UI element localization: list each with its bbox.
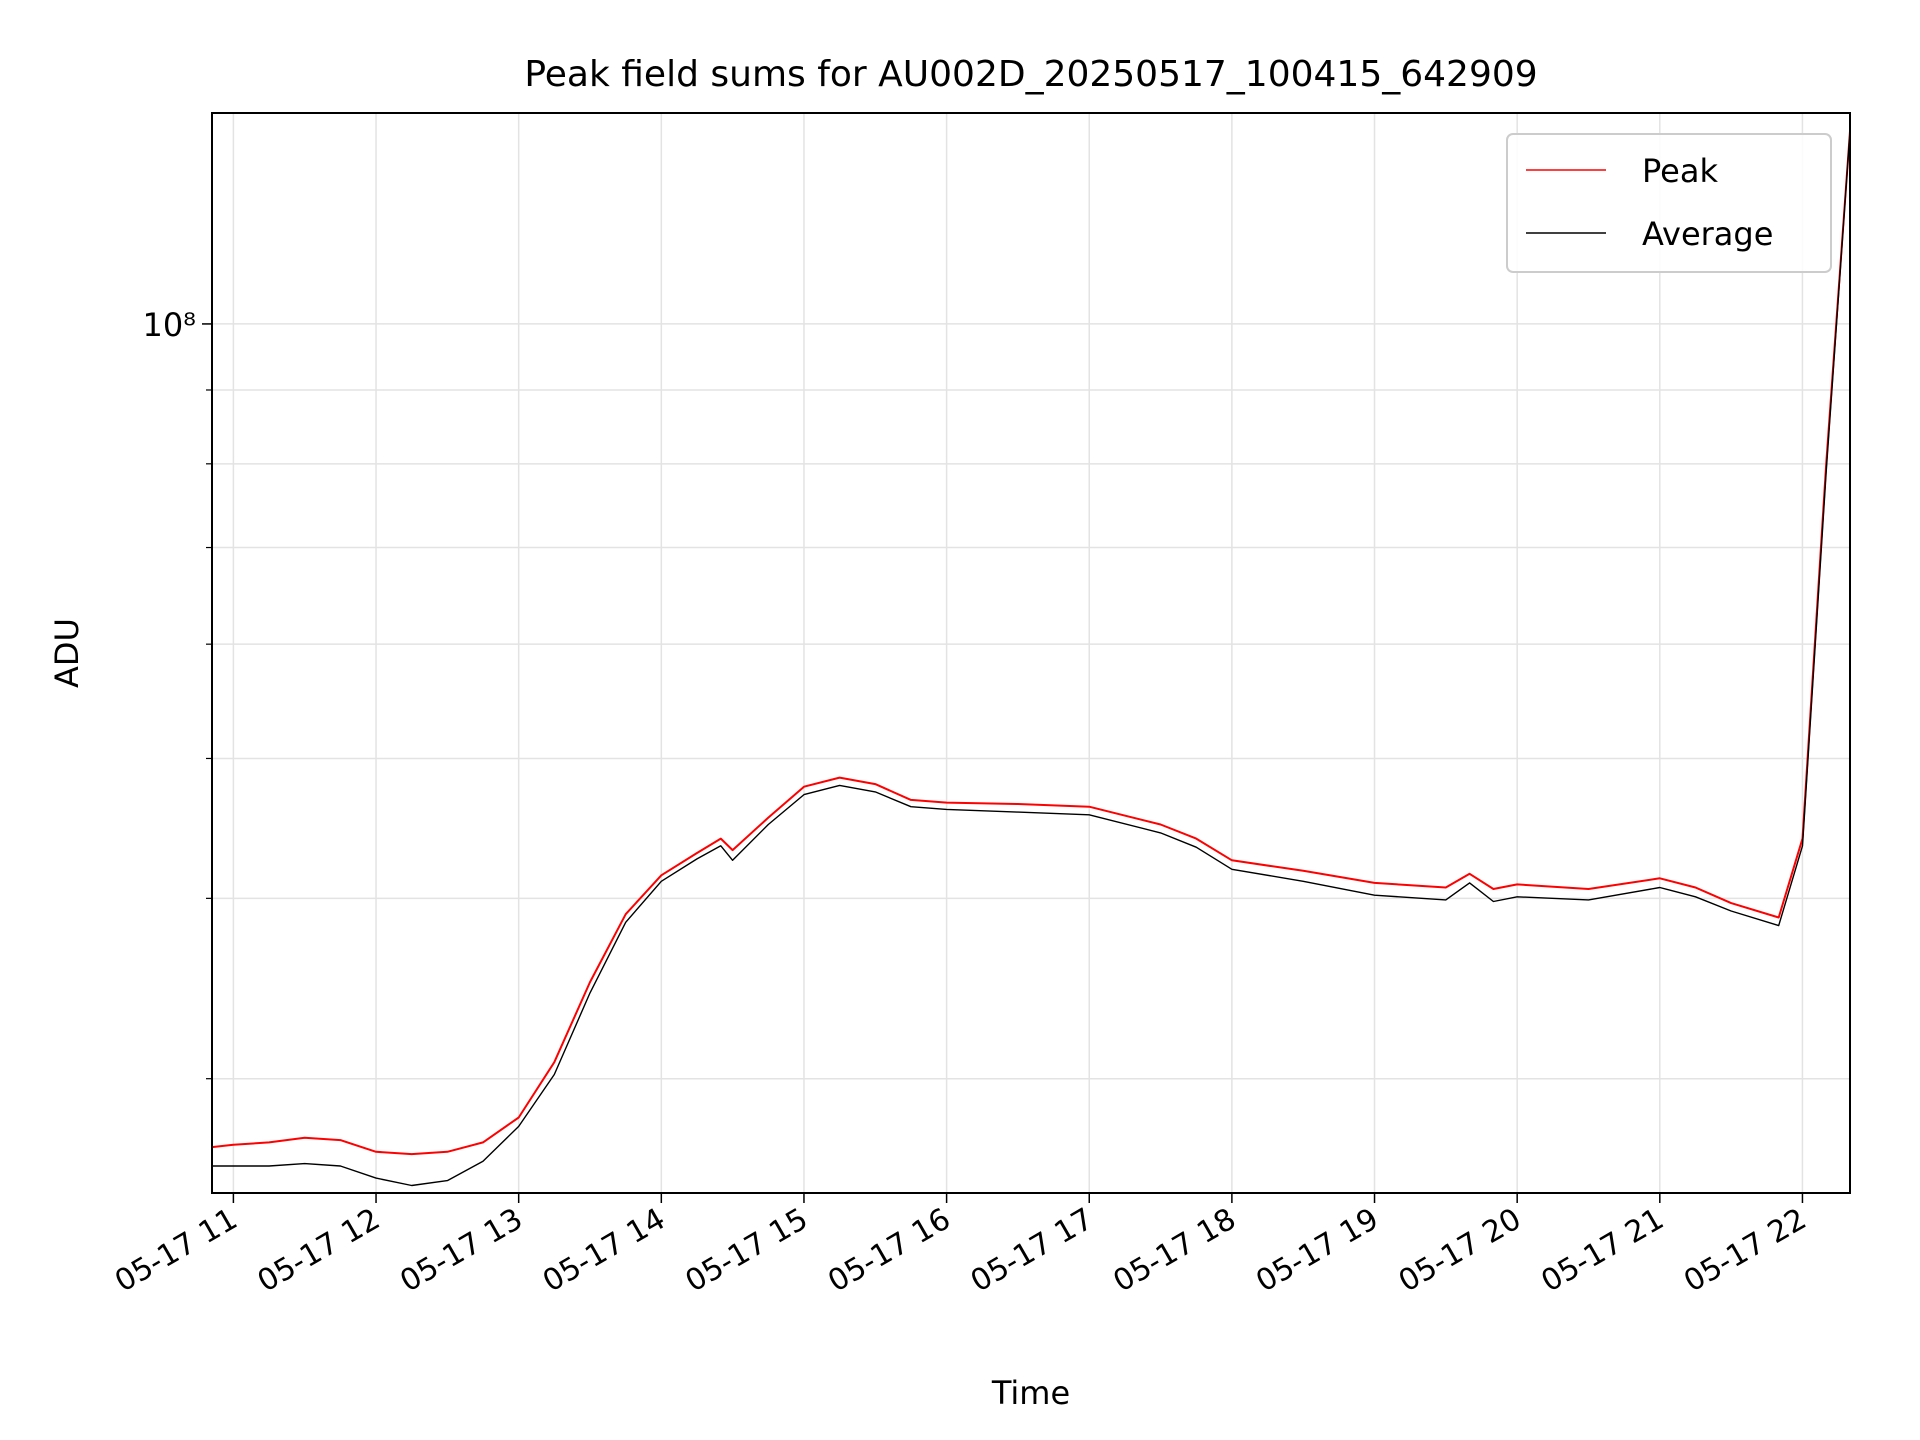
x-tick-label: 05-17 18 xyxy=(1108,1202,1242,1300)
x-tick-label: 05-17 13 xyxy=(394,1202,528,1300)
chart-title: Peak field sums for AU002D_20250517_1004… xyxy=(524,54,1537,95)
x-tick-label: 05-17 14 xyxy=(537,1202,671,1300)
x-tick-label: 05-17 21 xyxy=(1535,1202,1669,1300)
legend-box xyxy=(1506,133,1832,273)
x-tick-label: 05-17 11 xyxy=(109,1202,243,1300)
legend: Peak Average xyxy=(1506,133,1832,273)
x-tick-label: 05-17 12 xyxy=(252,1202,386,1300)
legend-peak-label: Peak xyxy=(1642,152,1718,190)
series-line-average xyxy=(212,131,1851,1187)
series-line-peak xyxy=(211,131,1851,1156)
x-tick-label: 05-17 17 xyxy=(965,1202,1099,1300)
y-tick-label: 10⁸ xyxy=(142,306,196,344)
legend-average-label: Average xyxy=(1642,215,1773,253)
x-tick-label: 05-17 15 xyxy=(680,1202,814,1300)
plot-frame xyxy=(211,112,1851,1194)
y-axis-label: ADU xyxy=(48,618,86,688)
grid xyxy=(212,113,1850,1193)
x-tick-label: 05-17 22 xyxy=(1678,1202,1812,1300)
plot-series xyxy=(211,131,1851,1187)
x-tick-label: 05-17 19 xyxy=(1250,1202,1384,1300)
x-tick-label: 05-17 16 xyxy=(822,1202,956,1300)
x-tick-label: 05-17 20 xyxy=(1393,1202,1527,1300)
x-axis-label: Time xyxy=(991,1374,1070,1412)
